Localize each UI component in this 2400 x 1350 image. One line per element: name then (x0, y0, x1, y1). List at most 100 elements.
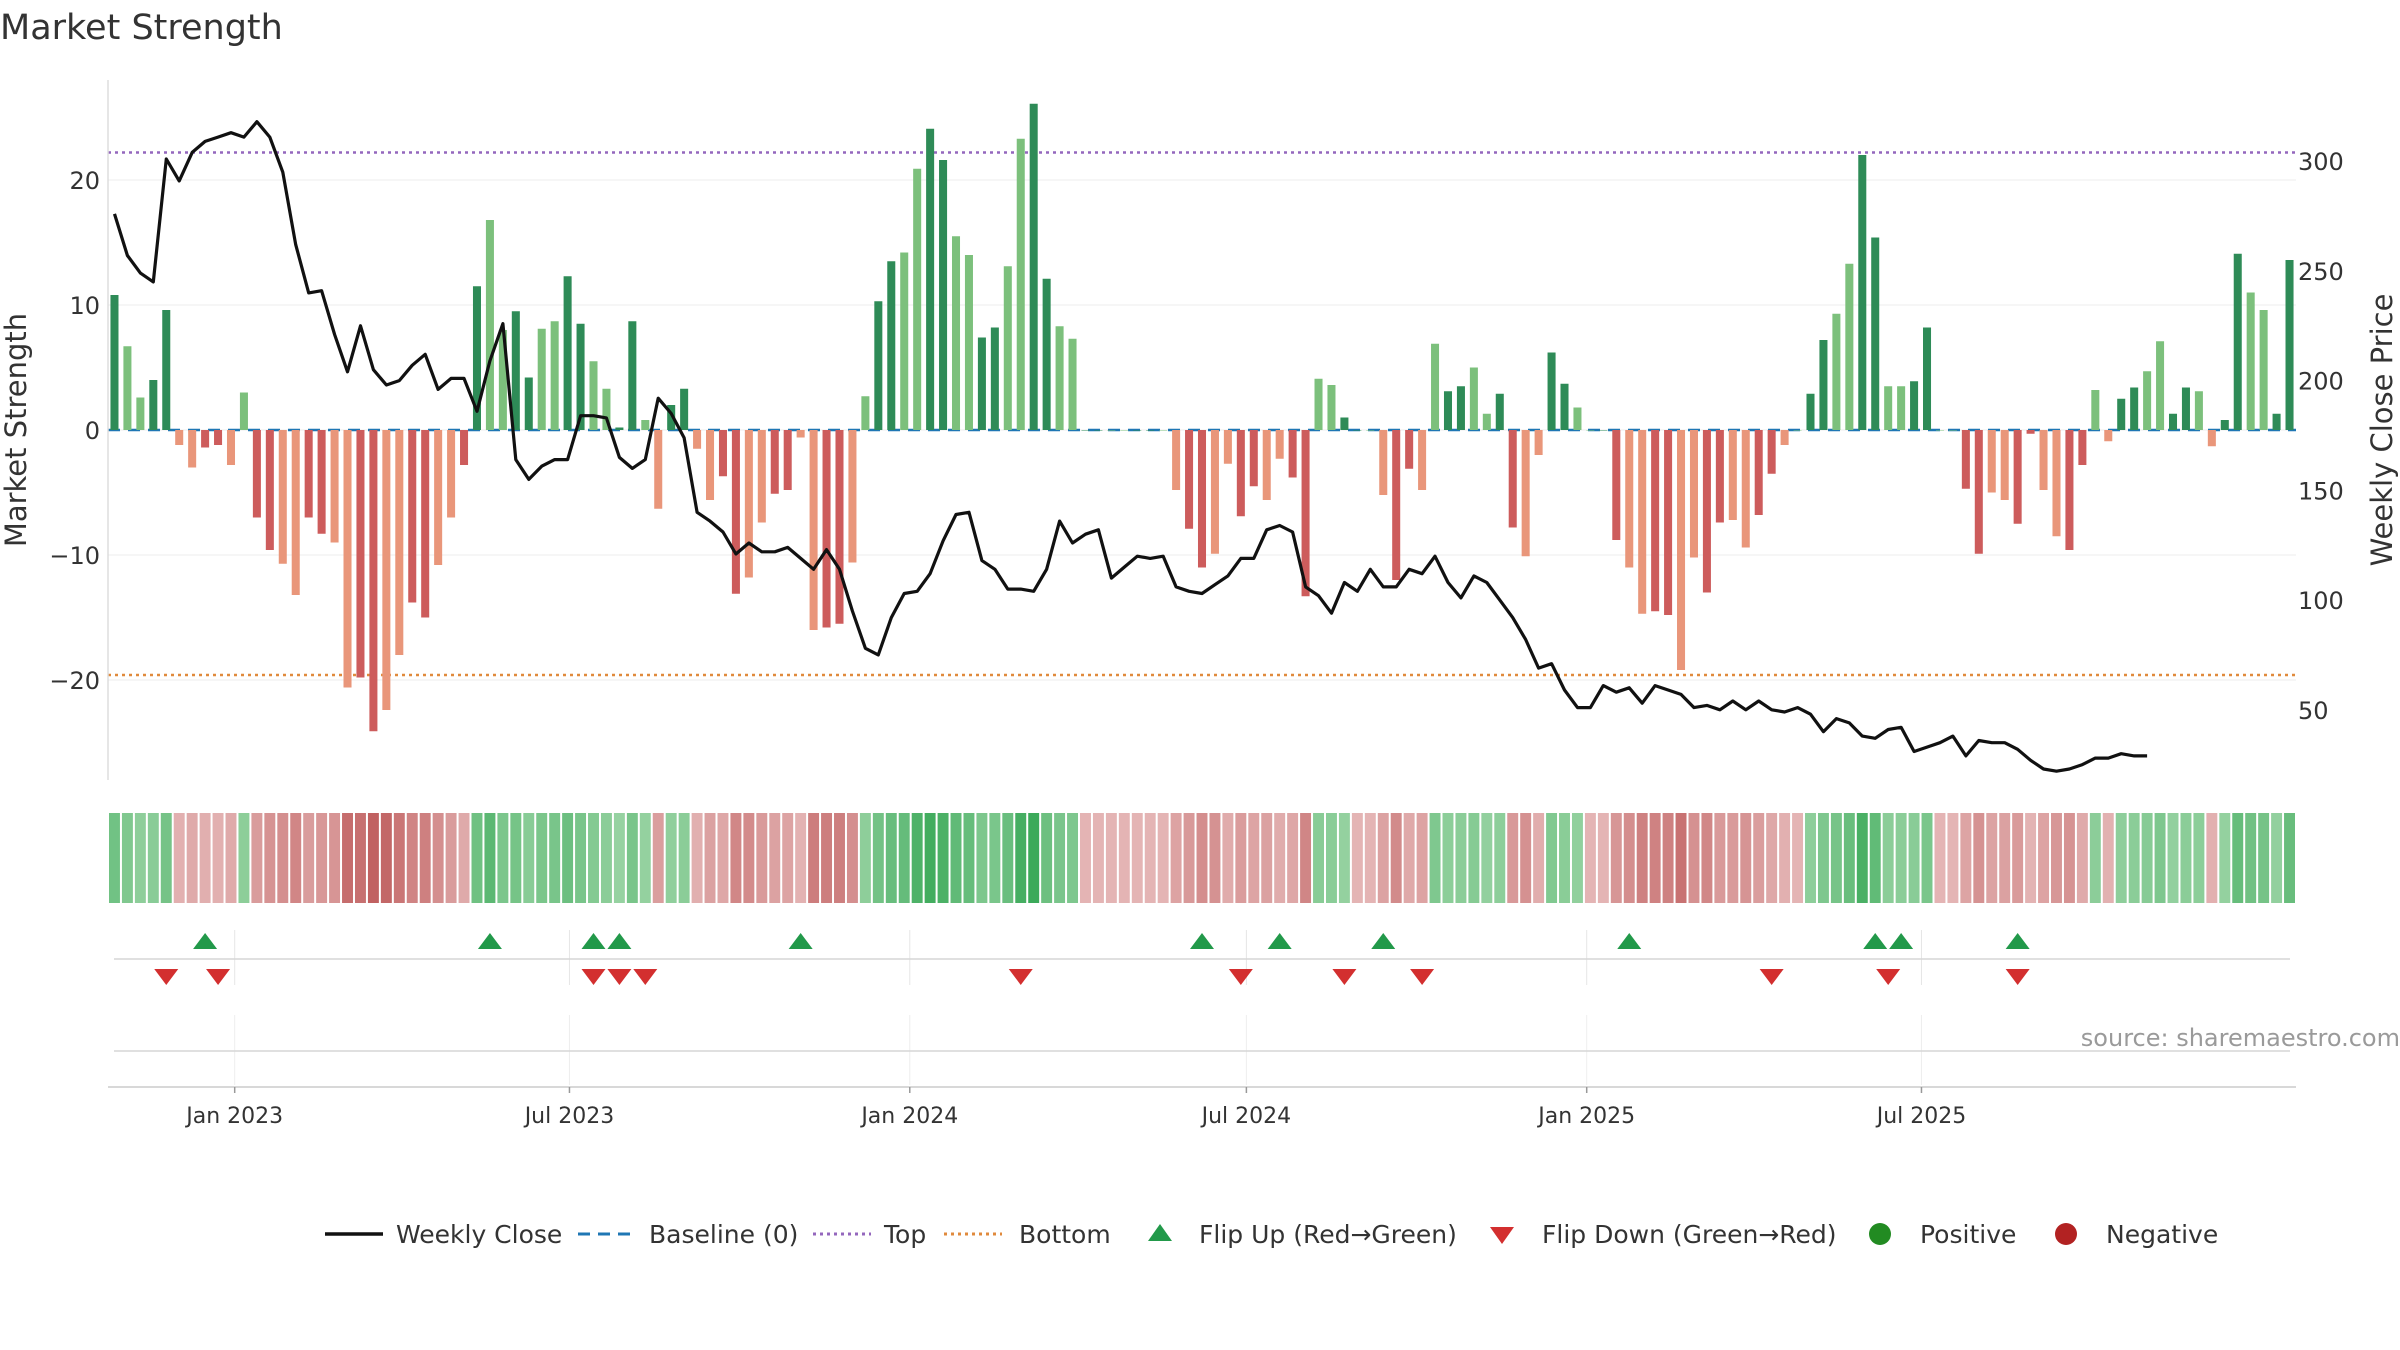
strength-bar (265, 430, 274, 550)
flip-up-marker (1889, 933, 1914, 949)
strength-bar (537, 328, 546, 430)
strength-bar (460, 430, 469, 465)
legend-item: Negative (2055, 1220, 2218, 1249)
flip-down-marker (1332, 969, 1357, 985)
heat-cell (678, 813, 690, 903)
heat-cell (1740, 813, 1752, 903)
heat-cell (290, 813, 302, 903)
heat-cell (652, 813, 664, 903)
strength-bar (2026, 430, 2035, 434)
left-tick-label: −10 (49, 542, 100, 570)
heat-cell (1571, 813, 1583, 903)
strength-bar (343, 430, 352, 688)
strength-bar (783, 430, 792, 490)
heat-cell (1753, 813, 1765, 903)
strength-bar (977, 337, 986, 430)
strength-bar (252, 430, 261, 518)
heat-cell (2154, 813, 2166, 903)
strength-bar (990, 327, 999, 430)
heat-cell (1714, 813, 1726, 903)
strength-bar (472, 286, 481, 430)
heat-cell (2206, 813, 2218, 903)
strength-bar (1884, 386, 1893, 430)
heat-cell (1882, 813, 1894, 903)
strength-bar (1288, 430, 1297, 478)
strength-bar (434, 430, 443, 565)
heat-cell (484, 813, 496, 903)
heat-cell (1287, 813, 1299, 903)
heat-cell (536, 813, 548, 903)
strength-bar (1767, 430, 1776, 474)
strength-bar (110, 295, 119, 430)
heat-cell (756, 813, 768, 903)
heat-cell (238, 813, 250, 903)
strength-bar (1793, 430, 1802, 431)
x-tick-label: Jul 2025 (1875, 1104, 1967, 1129)
strength-bar (822, 430, 831, 628)
strength-bar (848, 430, 857, 563)
legend-item: Weekly Close (325, 1220, 562, 1249)
strength-bar (239, 392, 248, 430)
left-tick-label: −20 (49, 667, 100, 695)
heat-cell (1429, 813, 1441, 903)
strength-bar (731, 430, 740, 594)
strength-bar (395, 430, 404, 655)
heat-cell (1209, 813, 1221, 903)
strength-bar (1456, 386, 1465, 430)
flip-down-marker (581, 969, 606, 985)
strength-bar (524, 377, 533, 430)
heat-cell (212, 813, 224, 903)
heat-cell (1416, 813, 1428, 903)
heat-cell (1973, 813, 1985, 903)
heat-cell (303, 813, 315, 903)
left-tick-label: 0 (85, 417, 100, 445)
legend-swatch-dot (1869, 1223, 1891, 1245)
strength-bar (1262, 430, 1271, 500)
heat-cell (471, 813, 483, 903)
heat-cell (562, 813, 574, 903)
heat-cell (1118, 813, 1130, 903)
legend-swatch-triangle-up (1148, 1224, 1172, 1241)
strength-bar (680, 388, 689, 430)
strength-bar (1677, 430, 1686, 670)
flip-up-marker (1617, 933, 1642, 949)
flip-down-marker (154, 969, 179, 985)
strength-bar (1133, 430, 1142, 431)
heat-cell (199, 813, 211, 903)
strength-bar (2181, 387, 2190, 430)
strength-bar (1107, 430, 1116, 431)
heat-cell (1351, 813, 1363, 903)
strength-bar (201, 430, 210, 448)
heat-cell (316, 813, 328, 903)
strength-bar (1754, 430, 1763, 515)
heat-cell (2180, 813, 2192, 903)
strength-bar (1780, 430, 1789, 445)
heat-cell (1533, 813, 1545, 903)
heat-cell (1520, 813, 1532, 903)
heat-cell (1468, 813, 1480, 903)
strength-bar (926, 128, 935, 430)
heat-cell (549, 813, 561, 903)
flip-up-marker (607, 933, 632, 949)
legend-label: Flip Up (Red→Green) (1199, 1220, 1457, 1249)
heat-cell (1041, 813, 1053, 903)
heat-cell (264, 813, 276, 903)
strength-bar (1314, 378, 1323, 430)
strength-bar (1392, 430, 1401, 580)
legend-label: Negative (2106, 1220, 2218, 1249)
heat-cell (109, 813, 120, 903)
flip-up-marker (2005, 933, 2030, 949)
heat-cell (1313, 813, 1324, 903)
strength-bar (1223, 430, 1232, 464)
heat-cell (769, 813, 781, 903)
heat-cell (1779, 813, 1791, 903)
heat-cell (1999, 813, 2011, 903)
heat-cell (160, 813, 172, 903)
strength-bar (2104, 430, 2113, 442)
strength-bar (939, 160, 948, 430)
strength-bar (511, 311, 520, 430)
heat-cell (2012, 813, 2024, 903)
right-tick-label: 300 (2298, 148, 2344, 176)
heat-cell (354, 813, 366, 903)
